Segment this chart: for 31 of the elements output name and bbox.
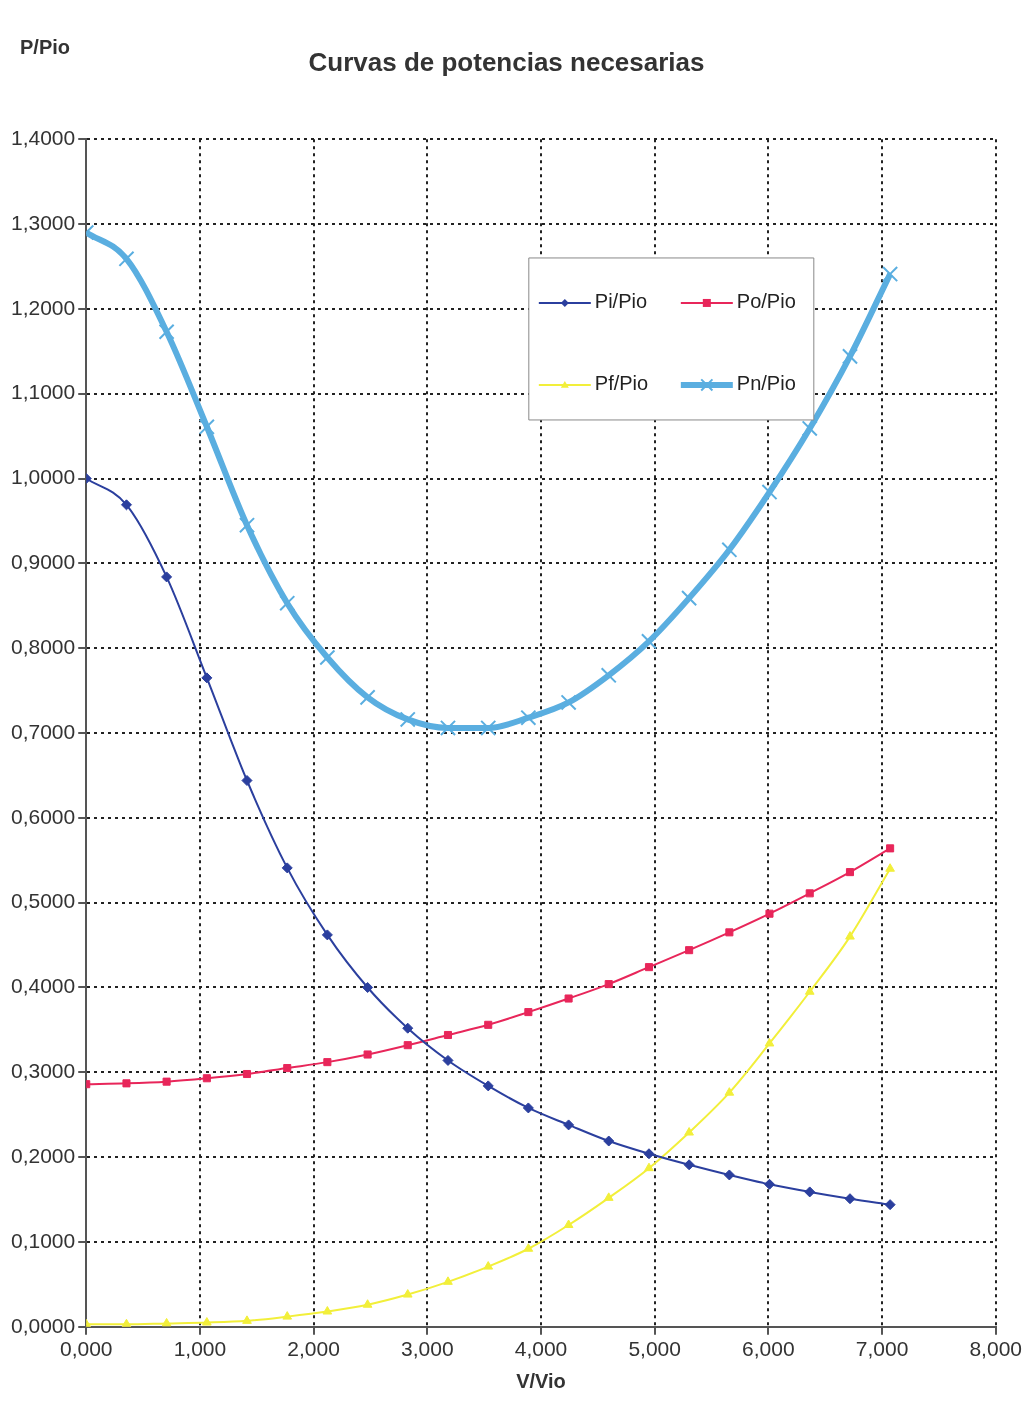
legend-label: Po/Pio bbox=[736, 290, 796, 313]
x-tick-label: 3,000 bbox=[401, 1337, 454, 1361]
y-axis-title: P/Pio bbox=[20, 35, 71, 58]
legend-label: Pf/Pio bbox=[594, 372, 649, 395]
y-tick-label: 0,4000 bbox=[11, 974, 76, 998]
y-tick-label: 1,2000 bbox=[11, 295, 76, 319]
x-tick-label: 1,000 bbox=[173, 1337, 227, 1361]
chart-title: Curvas de potencias necesarias bbox=[308, 46, 705, 77]
y-tick-label: 0,6000 bbox=[11, 804, 76, 828]
y-tick-label: 1,4000 bbox=[11, 126, 76, 149]
y-tick-label: 1,3000 bbox=[11, 210, 76, 234]
y-tick-label: 0,9000 bbox=[11, 550, 76, 574]
y-tick-label: 0,0000 bbox=[11, 1313, 76, 1337]
x-tick-label: 0,000 bbox=[59, 1337, 113, 1361]
legend-label: Pi/Pio bbox=[594, 290, 648, 313]
y-tick-label: 0,8000 bbox=[11, 634, 76, 658]
x-tick-label: 6,000 bbox=[742, 1337, 795, 1361]
x-tick-label: 4,000 bbox=[514, 1337, 568, 1361]
legend-label: Pn/Pio bbox=[736, 372, 796, 395]
y-tick-label: 0,7000 bbox=[11, 719, 76, 743]
x-tick-label: 5,000 bbox=[628, 1337, 681, 1361]
y-tick-label: 0,2000 bbox=[11, 1143, 76, 1167]
x-tick-label: 8,000 bbox=[969, 1337, 1023, 1361]
x-tick-label: 7,000 bbox=[855, 1337, 909, 1361]
y-tick-label: 0,1000 bbox=[11, 1228, 76, 1252]
x-axis-title: V/Vio bbox=[516, 1369, 566, 1392]
x-tick-label: 2,000 bbox=[287, 1337, 340, 1361]
y-tick-label: 1,0000 bbox=[11, 465, 76, 489]
y-tick-label: 0,3000 bbox=[11, 1059, 76, 1083]
y-tick-label: 1,1000 bbox=[11, 380, 76, 404]
y-tick-label: 0,5000 bbox=[11, 889, 76, 913]
